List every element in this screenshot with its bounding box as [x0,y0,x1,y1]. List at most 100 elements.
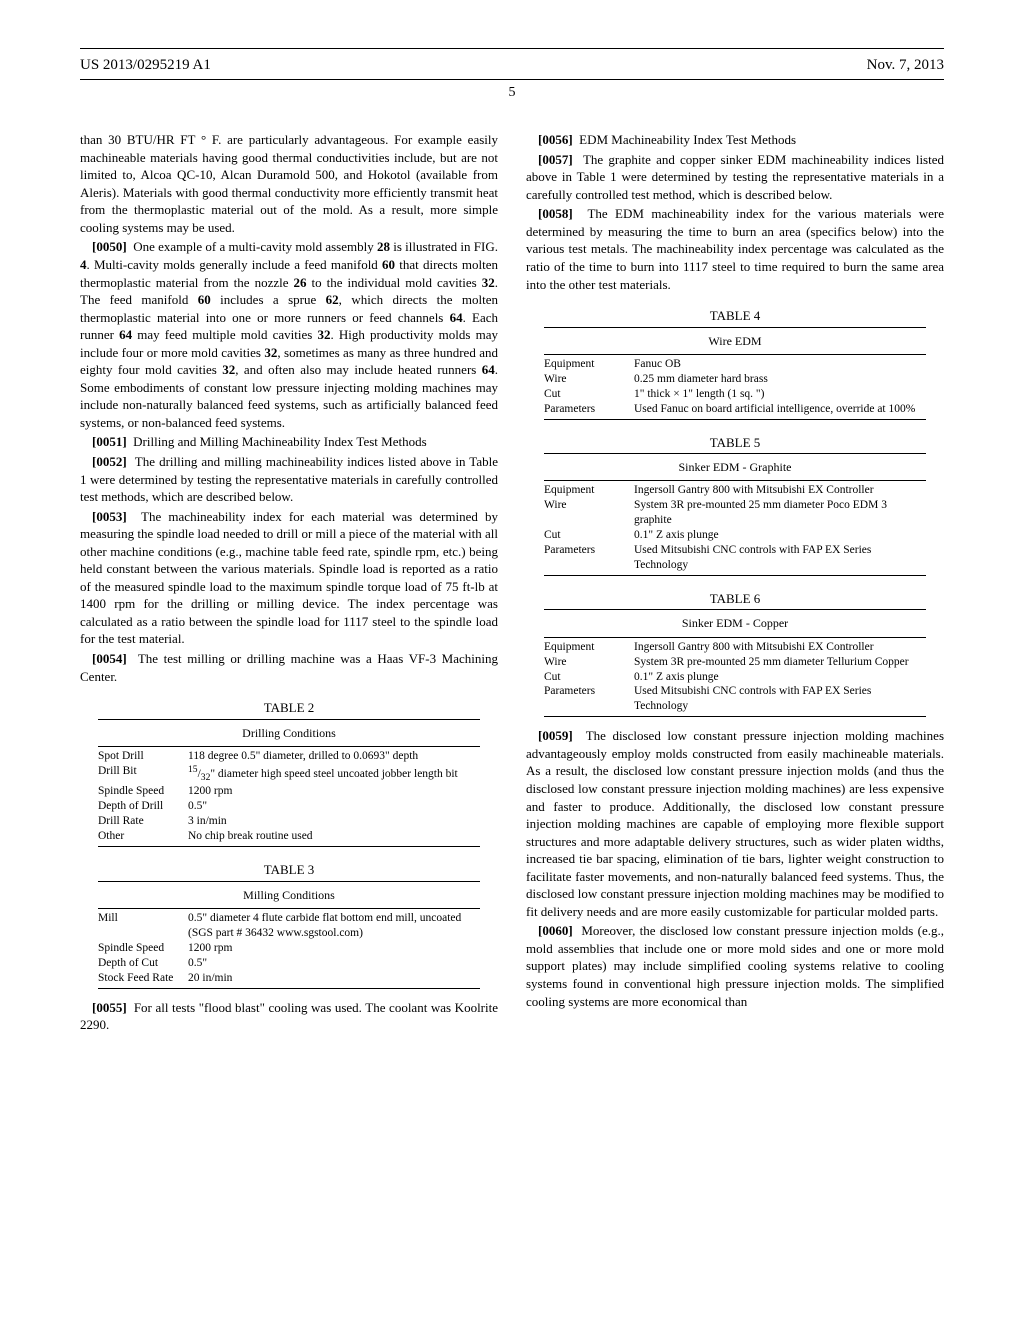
table-row: Stock Feed Rate20 in/min [98,971,480,986]
table-cell: Cut [544,387,634,402]
para-num: [0056] [538,132,573,147]
para-text: One example of a multi-cavity mold assem… [80,239,498,429]
table-rule [98,908,480,909]
table-cell: 0.5" diameter 4 flute carbide flat botto… [188,911,480,941]
left-column: than 30 BTU/HR FT ° F. are particularly … [80,131,498,1035]
table-4: TABLE 4 Wire EDM EquipmentFanuc OB Wire0… [526,307,944,419]
table-cell: Wire [544,372,634,387]
table-cell: Spindle Speed [98,784,188,799]
table-row: EquipmentIngersoll Gantry 800 with Mitsu… [544,483,926,498]
table-cell: Wire [544,655,634,670]
table-cell: Used Mitsubishi CNC controls with FAP EX… [634,543,926,573]
para-num: [0054] [92,651,127,666]
para-num: [0051] [92,434,127,449]
table-title: Sinker EDM - Graphite [544,456,926,478]
doc-id: US 2013/0295219 A1 [80,55,211,75]
para-55: [0055] For all tests "flood blast" cooli… [80,999,498,1034]
table-cell: 1" thick × 1" length (1 sq. ") [634,387,926,402]
table-cell: 0.1" Z axis plunge [634,670,926,685]
para-53: [0053] The machineability index for each… [80,508,498,648]
para-59: [0059] The disclosed low constant pressu… [526,727,944,920]
table-cell: System 3R pre-mounted 25 mm diameter Tel… [634,655,926,670]
table-row: ParametersUsed Mitsubishi CNC controls w… [544,543,926,573]
table-row: ParametersUsed Fanuc on board artificial… [544,402,926,417]
para-text: Drilling and Milling Machineability Inde… [133,434,426,449]
table-body: EquipmentIngersoll Gantry 800 with Mitsu… [544,640,926,715]
table-row: Spot Drill118 degree 0.5" diameter, dril… [98,749,480,764]
para-52: [0052] The drilling and milling machinea… [80,453,498,506]
para-text: Moreover, the disclosed low constant pre… [526,923,944,1008]
table-label: TABLE 6 [544,590,926,608]
table-cell: Equipment [544,640,634,655]
table-cell: Fanuc OB [634,357,926,372]
table-cell: Equipment [544,357,634,372]
para-num: [0050] [92,239,127,254]
table-3: TABLE 3 Milling Conditions Mill0.5" diam… [80,861,498,988]
para-text: The graphite and copper sinker EDM machi… [526,152,944,202]
table-5: TABLE 5 Sinker EDM - Graphite EquipmentI… [526,434,944,576]
table-title: Wire EDM [544,330,926,352]
para-51: [0051] Drilling and Milling Machineabili… [80,433,498,451]
table-rule [98,846,480,847]
table-cell: Spindle Speed [98,941,188,956]
table-rule [544,419,926,420]
para-num: [0055] [92,1000,127,1015]
table-cell: Cut [544,528,634,543]
para-54: [0054] The test milling or drilling mach… [80,650,498,685]
table-rule [544,453,926,454]
para-text: For all tests "flood blast" cooling was … [80,1000,498,1033]
table-row: OtherNo chip break routine used [98,829,480,844]
para-text: The machineability index for each materi… [80,509,498,647]
table-rule [98,881,480,882]
table-cell: Depth of Drill [98,799,188,814]
table-cell: 0.25 mm diameter hard brass [634,372,926,387]
table-cell: 0.1" Z axis plunge [634,528,926,543]
table-row: EquipmentFanuc OB [544,357,926,372]
table-cell: 1200 rpm [188,784,480,799]
header-rule [80,79,944,80]
para-num: [0053] [92,509,127,524]
table-row: Drill Bit15/32" diameter high speed stee… [98,764,480,785]
table-cell: Ingersoll Gantry 800 with Mitsubishi EX … [634,640,926,655]
table-cell: Drill Rate [98,814,188,829]
para-num: [0057] [538,152,573,167]
table-row: WireSystem 3R pre-mounted 25 mm diameter… [544,498,926,528]
table-cell: Cut [544,670,634,685]
table-cell: Drill Bit [98,764,188,785]
table-label: TABLE 2 [98,699,480,717]
table-cell: Wire [544,498,634,528]
table-cell: Parameters [544,543,634,573]
table-rule [544,480,926,481]
table-cell: Other [98,829,188,844]
table-cell: No chip break routine used [188,829,480,844]
table-row: Wire0.25 mm diameter hard brass [544,372,926,387]
table-cell: Spot Drill [98,749,188,764]
table-rule [544,716,926,717]
running-header: US 2013/0295219 A1 Nov. 7, 2013 [80,55,944,75]
table-label: TABLE 4 [544,307,926,325]
table-rule [98,746,480,747]
table-label: TABLE 5 [544,434,926,452]
table-row: Cut0.1" Z axis plunge [544,528,926,543]
table-title: Sinker EDM - Copper [544,612,926,634]
para-58: [0058] The EDM machineability index for … [526,205,944,293]
para-60: [0060] Moreover, the disclosed low const… [526,922,944,1010]
table-label: TABLE 3 [98,861,480,879]
table-row: ParametersUsed Mitsubishi CNC controls w… [544,684,926,714]
table-rule [98,719,480,720]
table-row: Spindle Speed1200 rpm [98,941,480,956]
para-text: EDM Machineability Index Test Methods [579,132,796,147]
table-cell: 1200 rpm [188,941,480,956]
table-cell: Parameters [544,402,634,417]
table-rule [544,575,926,576]
table-cell: Parameters [544,684,634,714]
table-cell: 15/32" diameter high speed steel uncoate… [188,764,480,785]
para-56: [0056] EDM Machineability Index Test Met… [526,131,944,149]
table-cell: Depth of Cut [98,956,188,971]
para-num: [0058] [538,206,573,221]
table-body: Spot Drill118 degree 0.5" diameter, dril… [98,749,480,844]
para-50: [0050] One example of a multi-cavity mol… [80,238,498,431]
page-number: 5 [80,84,944,103]
table-title: Drilling Conditions [98,722,480,744]
para-57: [0057] The graphite and copper sinker ED… [526,151,944,204]
